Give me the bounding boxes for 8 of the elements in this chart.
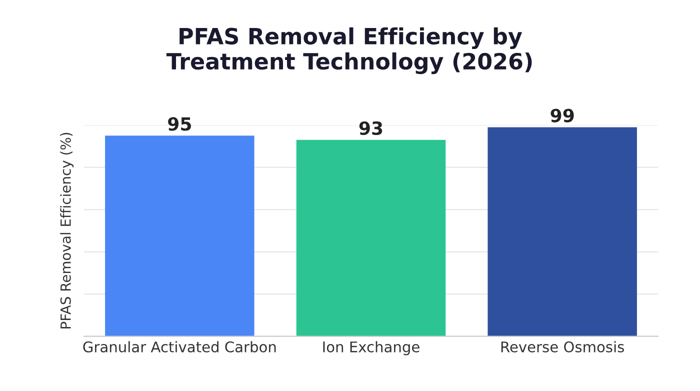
data-label: 95: [168, 117, 191, 131]
x-tick-label: Reverse Osmosis: [501, 341, 624, 352]
x-tick-label: Granular Activated Carbon: [83, 341, 276, 352]
data-label: 99: [550, 108, 574, 122]
y-axis-title: PFAS Removal Efficiency (%): [60, 132, 74, 328]
chart-title: PFAS Removal Efficiency by Treatment Technology (2026): [166, 27, 532, 74]
x-tick-label: Ion Exchange: [323, 341, 420, 356]
data-label: 93: [359, 121, 382, 136]
